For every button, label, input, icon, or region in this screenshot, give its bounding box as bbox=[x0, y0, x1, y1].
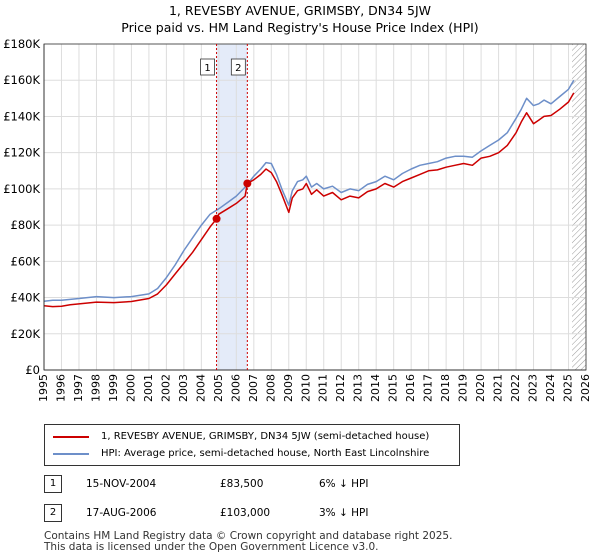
property-price-line bbox=[44, 92, 575, 308]
x-tick-label: 1995 bbox=[37, 374, 50, 402]
x-tick-label: 2012 bbox=[334, 374, 347, 402]
legend-label-hpi: HPI: Average price, semi-detached house,… bbox=[101, 448, 430, 459]
legend-label-property: 1, REVESBY AVENUE, GRIMSBY, DN34 5JW (se… bbox=[101, 431, 430, 442]
transaction-row: 1 15-NOV-2004 £83,500 6% ↓ HPI bbox=[44, 474, 564, 494]
x-tick-label: 2004 bbox=[194, 374, 207, 402]
y-tick-label: £100K bbox=[3, 182, 40, 196]
x-tick-label: 1996 bbox=[54, 374, 67, 402]
plot-area bbox=[44, 44, 586, 370]
x-tick-label: 2000 bbox=[124, 374, 137, 402]
transaction-price: £103,000 bbox=[220, 507, 271, 519]
x-tick-label: 1998 bbox=[89, 374, 102, 402]
transaction-date: 17-AUG-2006 bbox=[86, 507, 157, 519]
y-tick-label: £60K bbox=[11, 254, 41, 268]
x-tick-label: 2015 bbox=[387, 374, 400, 402]
x-tick-label: 2003 bbox=[177, 374, 190, 402]
transaction-number: 1 bbox=[44, 475, 62, 493]
x-tick-label: 2021 bbox=[492, 374, 505, 402]
x-tick-label: 2020 bbox=[474, 374, 487, 402]
x-tick-label: 2022 bbox=[509, 374, 522, 402]
x-tick-label: 2009 bbox=[282, 374, 295, 402]
transaction-date: 15-NOV-2004 bbox=[86, 478, 157, 490]
transaction-price: £83,500 bbox=[220, 478, 264, 490]
x-tick-label: 2025 bbox=[562, 374, 575, 402]
plot-border bbox=[43, 43, 587, 371]
x-tick-label: 2026 bbox=[579, 374, 592, 402]
y-tick-label: £80K bbox=[11, 218, 41, 232]
sale-marker-label: 2 bbox=[235, 63, 241, 74]
x-tick-label: 2001 bbox=[142, 374, 155, 402]
x-tick-label: 2018 bbox=[439, 374, 452, 402]
x-tick-label: 2002 bbox=[159, 374, 172, 402]
footer-licence: This data is licensed under the Open Gov… bbox=[44, 541, 379, 553]
forecast-hatch bbox=[572, 44, 586, 370]
x-tick-label: 2007 bbox=[247, 374, 260, 402]
hpi-line bbox=[44, 79, 575, 302]
y-tick-label: £180K bbox=[3, 37, 40, 51]
y-tick-label: £20K bbox=[11, 327, 41, 341]
y-tick-label: £0 bbox=[25, 363, 40, 377]
transaction-row: 2 17-AUG-2006 £103,000 3% ↓ HPI bbox=[44, 503, 564, 523]
transaction-number: 2 bbox=[44, 504, 62, 522]
x-tick-label: 2011 bbox=[317, 374, 330, 402]
y-tick-label: £140K bbox=[3, 109, 40, 123]
sale-point bbox=[212, 214, 221, 223]
x-tick-label: 1999 bbox=[107, 374, 120, 402]
price-chart: £0 £20K £40K £60K £80K £100K £120K £140K £160K £1… bbox=[3, 37, 592, 402]
transaction-hpi-diff: 6% ↓ HPI bbox=[319, 478, 369, 490]
legend-swatch-hpi bbox=[53, 453, 89, 455]
sale-point bbox=[243, 179, 252, 188]
legend: 1, REVESBY AVENUE, GRIMSBY, DN34 5JW (se… bbox=[44, 424, 460, 466]
x-tick-label: 2010 bbox=[299, 374, 312, 402]
y-tick-label: £120K bbox=[3, 146, 40, 160]
x-tick-label: 2023 bbox=[527, 374, 540, 402]
sale-marker-label: 1 bbox=[204, 63, 210, 74]
chart-title: 1, REVESBY AVENUE, GRIMSBY, DN34 5JW bbox=[168, 3, 432, 18]
footer-copyright: Contains HM Land Registry data © Crown c… bbox=[44, 530, 453, 542]
x-tick-label: 2006 bbox=[229, 374, 242, 402]
x-tick-label: 2005 bbox=[212, 374, 225, 402]
x-tick-label: 2013 bbox=[352, 374, 365, 402]
footer: Contains HM Land Registry data © Crown c… bbox=[44, 531, 594, 553]
x-tick-label: 2019 bbox=[457, 374, 470, 402]
x-tick-label: 2008 bbox=[264, 374, 277, 402]
legend-swatch-property bbox=[53, 436, 89, 438]
x-tick-label: 2017 bbox=[422, 374, 435, 402]
x-tick-label: 1997 bbox=[72, 374, 85, 402]
chart-subtitle: Price paid vs. HM Land Registry's House … bbox=[121, 20, 479, 35]
transaction-hpi-diff: 3% ↓ HPI bbox=[319, 507, 369, 519]
y-tick-label: £40K bbox=[11, 291, 41, 305]
x-tick-label: 2016 bbox=[404, 374, 417, 402]
x-tick-label: 2024 bbox=[544, 374, 557, 402]
sale-marker-box bbox=[230, 58, 246, 76]
x-tick-label: 2014 bbox=[369, 374, 382, 402]
y-tick-label: £160K bbox=[3, 73, 40, 87]
sale-marker-box bbox=[200, 58, 215, 76]
